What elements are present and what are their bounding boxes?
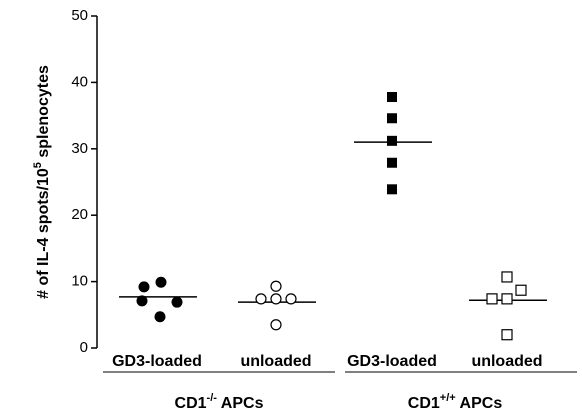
- y-tick-label: 40: [71, 73, 88, 90]
- group-label-sup: -/-: [207, 392, 218, 404]
- y-tick-label: 30: [71, 140, 88, 157]
- y-label-part: splenocytes: [35, 65, 52, 162]
- y-tick-label: 0: [80, 339, 88, 356]
- point: [270, 280, 282, 292]
- y-axis-label: # of IL-4 spots/105 splenocytes: [32, 65, 52, 299]
- point: [270, 293, 282, 305]
- group-label-part: CD1: [175, 395, 207, 412]
- group-label-sup: +/+: [440, 392, 456, 404]
- point: [387, 157, 397, 168]
- point: [255, 293, 267, 305]
- point: [136, 295, 148, 307]
- point: [270, 319, 282, 331]
- point: [387, 113, 397, 124]
- point: [387, 135, 397, 146]
- x-tick-label: GD3-loaded: [112, 353, 202, 370]
- point: [486, 293, 498, 305]
- y-label-part: # of IL-4 spots/10: [35, 168, 52, 299]
- point: [387, 92, 397, 103]
- y-tick-label: 50: [71, 7, 88, 24]
- point: [501, 271, 513, 283]
- x-tick-label: GD3-loaded: [347, 353, 437, 370]
- group-label: CD1-/- APCs: [175, 392, 264, 412]
- point: [387, 184, 397, 195]
- y-tick-label: 10: [71, 273, 88, 290]
- group-label: CD1+/+ APCs: [408, 392, 503, 412]
- group-label-part: APCs: [217, 395, 264, 412]
- point: [138, 281, 150, 293]
- point: [501, 293, 513, 305]
- point: [155, 276, 167, 288]
- group-label-part: APCs: [456, 395, 503, 412]
- point: [501, 329, 513, 341]
- group-label-part: CD1: [408, 395, 440, 412]
- x-tick-label: unloaded: [240, 353, 311, 370]
- point: [171, 296, 183, 308]
- point: [285, 293, 297, 305]
- y-label-sup: 5: [32, 162, 44, 168]
- point: [515, 284, 527, 296]
- point: [154, 311, 166, 323]
- y-tick-label: 20: [71, 206, 88, 223]
- x-tick-label: unloaded: [471, 353, 542, 370]
